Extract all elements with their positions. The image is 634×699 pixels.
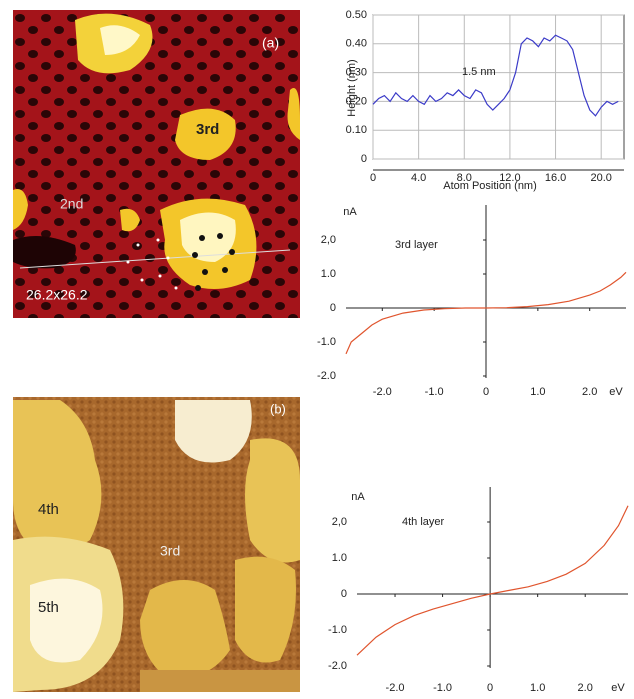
data-line (357, 506, 628, 655)
y-axis-label: nA (351, 491, 365, 503)
x-tick-label: -2.0 (386, 682, 405, 694)
x-tick-label: 4.0 (411, 172, 426, 184)
y-tick-label: 2,0 (321, 234, 336, 246)
layer-label: 5th (38, 599, 59, 616)
layer-label: 2nd (60, 196, 83, 212)
x-tick-label: 16.0 (545, 172, 566, 184)
x-tick-label: 0 (487, 682, 493, 694)
y-tick-label: 1.0 (321, 268, 336, 280)
y-tick-label: 0.10 (346, 124, 367, 136)
x-tick-label: 2.0 (578, 682, 593, 694)
y-axis-label: nA (343, 206, 357, 218)
x-tick-label: 1.0 (530, 682, 545, 694)
plot-frame (373, 15, 624, 159)
x-axis-label: eV (609, 386, 623, 398)
annotation: 1.5 nm (462, 66, 496, 78)
scan-size: 26.2x26.2 (26, 287, 88, 303)
x-axis-label: eV (611, 682, 625, 694)
y-tick-label: 0.40 (346, 38, 367, 50)
x-tick-label: -1.0 (433, 682, 452, 694)
annotation: 4th layer (402, 516, 445, 528)
x-tick-label: -2.0 (373, 386, 392, 398)
y-tick-label: 0 (330, 302, 336, 314)
y-tick-label: 0 (341, 588, 347, 600)
y-tick-label: 0 (361, 153, 367, 165)
figure: (a) 3rd 2nd 26.2x26.2 (b) 4th 5th 3rd 00… (0, 0, 634, 694)
layer-label: 4th (38, 501, 59, 518)
layer-label: 3rd (196, 121, 219, 138)
x-tick-label: 0 (483, 386, 489, 398)
panel-label: (b) (270, 401, 286, 416)
y-tick-label: -1.0 (328, 624, 347, 636)
x-tick-label: 20.0 (590, 172, 611, 184)
layer-label: 3rd (160, 543, 180, 559)
y-tick-label: 1.0 (332, 552, 347, 564)
y-axis-label: Height (nm) (346, 59, 358, 116)
data-line (373, 35, 618, 116)
x-tick-label: 1.0 (530, 386, 545, 398)
x-tick-label: 2.0 (582, 386, 597, 398)
annotation: 3rd layer (395, 239, 438, 251)
stm-image-b (13, 397, 300, 692)
x-tick-label: 0 (370, 172, 376, 184)
y-tick-label: 2,0 (332, 516, 347, 528)
y-tick-label: -1.0 (317, 336, 336, 348)
y-tick-label: -2.0 (317, 370, 336, 382)
y-tick-label: -2.0 (328, 660, 347, 672)
panel-label: (a) (262, 35, 279, 51)
x-tick-label: -1.0 (425, 386, 444, 398)
stm-image-a (13, 10, 300, 318)
y-tick-label: 0.50 (346, 9, 367, 21)
x-axis-label: Atom Position (nm) (443, 180, 537, 192)
